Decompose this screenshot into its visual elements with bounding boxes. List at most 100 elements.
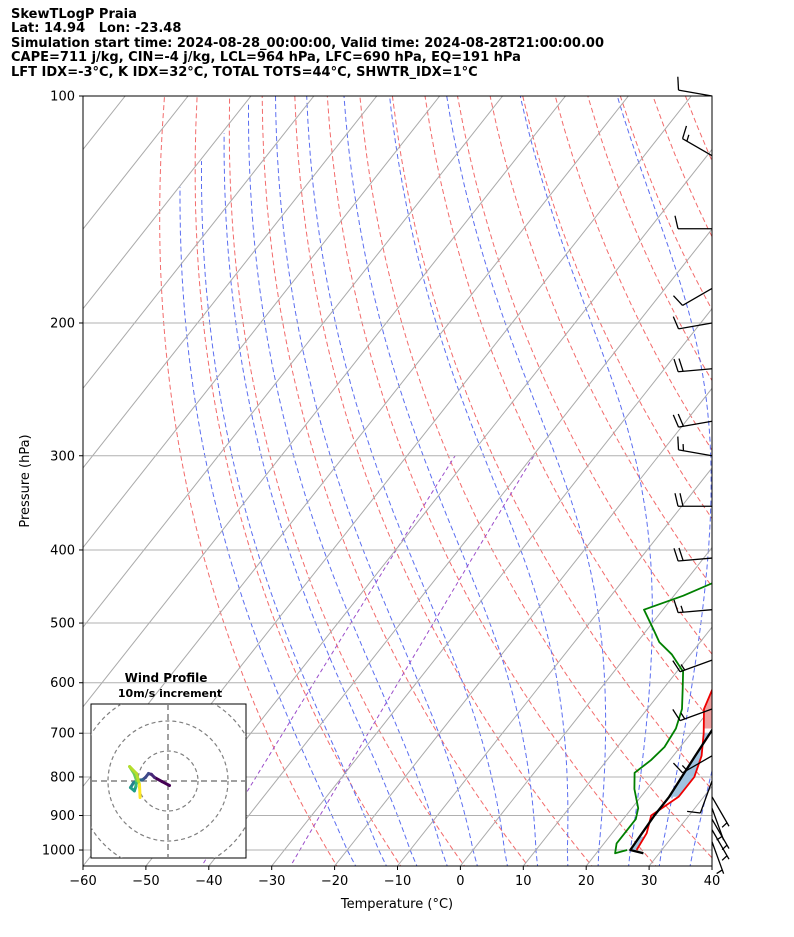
barb-staff: [682, 138, 713, 157]
barb-flag: [678, 547, 684, 561]
x-tick-label: −30: [258, 874, 285, 889]
cape-area: [703, 690, 712, 729]
dry-adiabat: [783, 96, 794, 869]
moist-adiabat: [616, 96, 712, 866]
wind-barb: [673, 358, 713, 373]
barb-staff: [711, 829, 730, 860]
y-tick-label: 100: [50, 90, 75, 105]
y-tick-label: 400: [50, 543, 75, 558]
wind-barbs: [672, 76, 730, 875]
dry-adiabat: [424, 96, 712, 723]
mixing-ratio-line: [290, 455, 535, 866]
barb-staff: [711, 841, 725, 874]
barb-staff: [711, 796, 730, 827]
barb-half-flag: [721, 822, 728, 828]
dry-adiabat: [326, 96, 657, 866]
y-tick-label: 600: [50, 676, 75, 691]
moist-adiabat: [720, 83, 794, 870]
isotherm: [83, 96, 503, 628]
y-tick-label: 1000: [42, 844, 75, 859]
moist-adiabat: [389, 96, 569, 866]
barb-staff: [678, 557, 713, 562]
wind-barb: [711, 841, 725, 875]
moist-adiabat: [201, 161, 387, 866]
isotherm: [83, 96, 566, 708]
barb-staff: [678, 420, 713, 428]
moist-adiabat: [343, 96, 539, 866]
isotherm: [83, 96, 252, 310]
barb-flag: [672, 295, 684, 306]
dry-adiabat: [457, 96, 712, 655]
barb-staff: [679, 659, 713, 673]
chart-header: SkewTLogP Praia Lat: 14.94 Lon: -23.48 S…: [11, 7, 604, 80]
hodograph-segment: [138, 783, 142, 799]
barb-flag: [674, 493, 679, 507]
temperature-line: [635, 687, 712, 851]
indices-text: LFT IDX=-3°C, K IDX=32°C, TOTAL TOTS=44°…: [11, 64, 478, 80]
dry-adiabat: [261, 96, 529, 866]
hodograph-subtitle: 10m/s increment: [118, 687, 222, 700]
barb-flag: [678, 358, 684, 372]
barb-staff: [699, 780, 713, 814]
barb-staff: [679, 708, 713, 722]
barb-staff: [678, 368, 713, 373]
x-axis-label: Temperature (°C): [340, 897, 453, 912]
mixing-ratio-line: [201, 455, 456, 866]
wind-barb: [673, 599, 713, 614]
wind-barb: [672, 413, 713, 428]
dry-adiabat: [751, 96, 794, 869]
barb-flag: [673, 599, 679, 613]
isotherm: [397, 467, 712, 866]
barb-staff: [711, 818, 730, 849]
y-tick-label: 300: [50, 449, 75, 464]
dry-adiabat: [554, 96, 712, 451]
isotherm: [145, 148, 712, 866]
isotherm: [334, 387, 712, 866]
x-tick-label: 0: [456, 874, 464, 889]
moist-adiabat: [519, 96, 653, 866]
moist-adiabat: [248, 102, 448, 866]
isotherm: [648, 785, 712, 866]
location-text: Lat: 14.94 Lon: -23.48: [11, 21, 182, 37]
barb-staff: [678, 322, 713, 330]
cape-text: CAPE=711 j/kg, CIN=-4 j/kg, LCL=964 hPa,…: [11, 50, 521, 66]
barb-flag: [679, 493, 684, 507]
wind-barb: [672, 755, 713, 774]
barb-half-flag: [680, 605, 684, 613]
wind-barb: [681, 125, 713, 157]
x-tick-label: −20: [321, 874, 348, 889]
y-axis: 1000 900 800 700 600 500 400 300 200 100: [42, 90, 83, 859]
wind-barb: [711, 829, 730, 861]
x-axis: −60 −50 −40 −30 −20 −10 0 10 20 30 40: [69, 866, 720, 889]
wind-barb: [677, 436, 713, 457]
dry-adiabat: [652, 96, 712, 238]
dry-adiabat: [587, 96, 712, 382]
barb-flag: [673, 358, 679, 372]
moist-adiabat: [306, 96, 508, 866]
wind-barb: [674, 215, 712, 230]
isotherm: [83, 96, 315, 390]
barb-staff: [678, 609, 713, 614]
wind-barb: [674, 493, 712, 507]
barb-half-flag: [721, 855, 728, 861]
wind-barb: [711, 796, 730, 828]
barb-flag: [672, 709, 681, 721]
y-tick-label: 200: [50, 316, 75, 331]
moist-adiabat: [223, 133, 418, 866]
hodograph-title: Wind Profile: [125, 671, 208, 685]
background-lines: [83, 83, 794, 870]
hodograph-segment: [135, 772, 141, 787]
barb-flag: [681, 125, 688, 139]
barb-flag: [672, 316, 680, 330]
isotherm: [522, 626, 712, 866]
isotherm: [711, 865, 712, 866]
profile-lines: [614, 582, 712, 855]
moist-adiabat: [274, 96, 478, 866]
barb-half-flag: [680, 664, 686, 671]
barb-half-flag: [716, 869, 723, 875]
isotherm: [585, 705, 712, 866]
moist-adiabat: [689, 768, 712, 866]
x-tick-label: −50: [132, 874, 159, 889]
dry-adiabat: [619, 96, 712, 311]
